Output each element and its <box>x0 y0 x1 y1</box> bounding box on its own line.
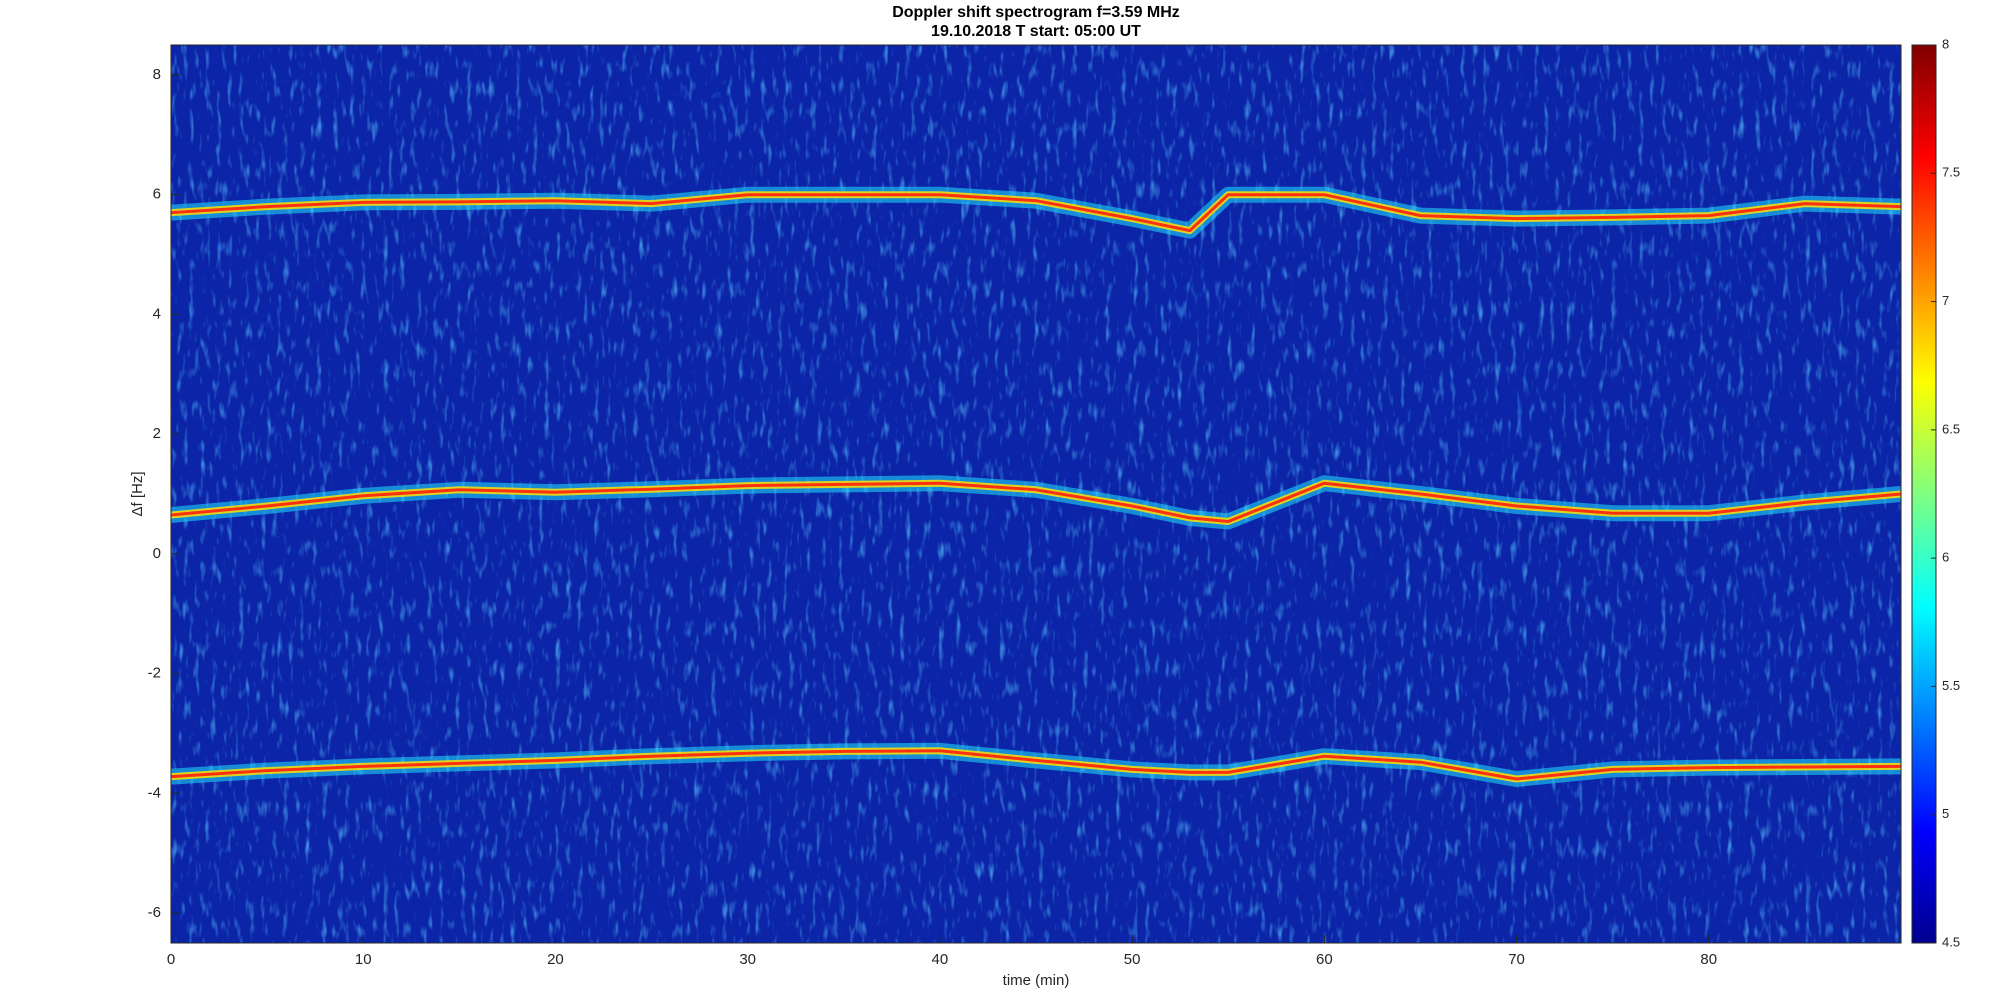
colorbar-tick-label: 4.5 <box>1942 934 1960 949</box>
y-tick-label: 8 <box>153 66 161 83</box>
y-tick-label: -4 <box>148 784 161 801</box>
colorbar <box>1911 44 1937 944</box>
colorbar-tick-label: 5.5 <box>1942 678 1960 693</box>
x-tick-label: 60 <box>1316 951 1333 968</box>
plot-frame <box>170 44 1902 944</box>
chart-subtitle: 19.10.2018 T start: 05:00 UT <box>931 23 1141 40</box>
y-tick-label: 0 <box>153 545 161 562</box>
trace-core <box>171 193 1901 233</box>
x-tick-label: 0 <box>167 951 175 968</box>
axes: 0 10 20 30 40 50 60 70 80 -6 -4 -2 0 2 4 6 8 4.5 5 5.5 6 6.5 7… <box>148 36 1960 968</box>
y-tick-label: 4 <box>153 305 161 322</box>
colorbar-tick-label: 7.5 <box>1942 165 1960 180</box>
colorbar-tick-label: 5 <box>1942 806 1949 821</box>
y-axis-label: Δf [Hz] <box>129 471 146 516</box>
y-tick-label: -6 <box>148 904 161 921</box>
colorbar-tick-label: 6 <box>1942 550 1949 565</box>
x-tick-label: 70 <box>1508 951 1525 968</box>
x-tick-label: 50 <box>1124 951 1141 968</box>
x-tick-label: 40 <box>932 951 949 968</box>
trace-core <box>171 749 1901 781</box>
trace-core <box>171 481 1901 523</box>
y-tick-label: 6 <box>153 186 161 203</box>
colorbar-tick-label: 8 <box>1942 36 1949 51</box>
y-tick-label: 2 <box>153 425 161 442</box>
x-tick-label: 80 <box>1700 951 1717 968</box>
y-tick-label: -2 <box>148 665 161 682</box>
x-tick-label: 30 <box>739 951 756 968</box>
colorbar-tick-label: 7 <box>1942 293 1949 308</box>
x-tick-label: 20 <box>547 951 564 968</box>
chart-title: Doppler shift spectrogram f=3.59 MHz <box>892 4 1180 21</box>
x-tick-label: 10 <box>355 951 372 968</box>
colorbar-tick-label: 6.5 <box>1942 421 1960 436</box>
x-axis-label: time (min) <box>1003 972 1070 989</box>
plot-area <box>171 45 1901 943</box>
